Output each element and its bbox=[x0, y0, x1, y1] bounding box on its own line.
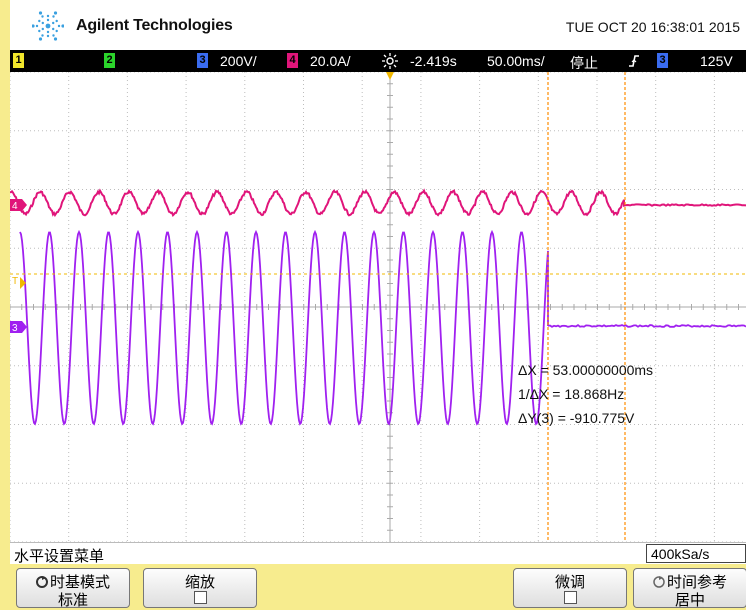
channel-4-ground-marker[interactable]: 4 bbox=[10, 199, 27, 212]
svg-text:3: 3 bbox=[12, 323, 18, 334]
timebase-mode-label: 时基模式 bbox=[49, 574, 110, 591]
menu-title: 水平设置菜单 bbox=[14, 548, 105, 565]
channel-4-scale: 20.0A/ bbox=[310, 53, 351, 69]
cursor-delta-y: ΔY(3) = -910.775V bbox=[518, 410, 635, 426]
channel-3-scale: 200V/ bbox=[220, 53, 257, 69]
timebase-mode-softkey[interactable]: 时基模式 标准 bbox=[16, 568, 130, 609]
channel-3-ground-marker[interactable]: 3 bbox=[10, 321, 27, 334]
zoom-label: 缩放 bbox=[184, 574, 215, 591]
rotate-knob-icon bbox=[653, 576, 665, 588]
cursor-inverse-delta-x: 1/ΔX = 18.868Hz bbox=[518, 386, 625, 402]
channel-3-trace bbox=[19, 229, 746, 426]
channel-4-indicator[interactable]: 4 bbox=[287, 53, 298, 68]
run-state: 停止 bbox=[570, 55, 598, 71]
cursor-lines bbox=[547, 72, 626, 542]
fine-checkbox[interactable] bbox=[564, 591, 577, 604]
waveform-canvas: 4 T 3 bbox=[10, 72, 746, 542]
horizontal-delay: -2.419s bbox=[410, 53, 457, 69]
zoom-checkbox[interactable] bbox=[194, 591, 207, 604]
cursor-delta-x: ΔX = 53.00000000ms bbox=[518, 362, 654, 378]
zoom-softkey[interactable]: 缩放 bbox=[143, 568, 257, 608]
rotate-knob-icon bbox=[35, 576, 48, 588]
channel-2-indicator[interactable]: 2 bbox=[104, 53, 115, 68]
brand-name: Agilent Technologies bbox=[76, 17, 233, 34]
waveform-display[interactable]: 4 T 3 ΔX = 53.00000000ms 1/ΔX = 18.868Hz… bbox=[10, 72, 746, 542]
datetime-display: TUE OCT 20 16:38:01 2015 bbox=[565, 19, 740, 35]
channel-4-trace bbox=[10, 188, 746, 218]
time-reference-value: 居中 bbox=[674, 592, 705, 609]
status-bar: 1 2 3 200V/ 4 20.0A/ -2.419s 50.00ms/ 停止… bbox=[10, 50, 746, 72]
trigger-level-marker[interactable]: T bbox=[12, 276, 26, 289]
graticule-grid bbox=[10, 72, 746, 542]
menu-title-bar: 水平设置菜单 400kSa/s bbox=[10, 542, 746, 565]
channel-3-indicator[interactable]: 3 bbox=[197, 53, 208, 68]
timebase-scale: 50.00ms/ bbox=[487, 53, 545, 69]
trigger-edge-icon bbox=[629, 55, 639, 67]
sample-rate: 400kSa/s bbox=[646, 544, 746, 563]
fine-softkey[interactable]: 微调 bbox=[513, 568, 627, 608]
delay-sun-icon bbox=[382, 53, 398, 69]
svg-text:T: T bbox=[12, 276, 18, 287]
header-bar: Agilent Technologies TUE OCT 20 16:38:01… bbox=[10, 0, 746, 50]
svg-text:4: 4 bbox=[12, 201, 18, 212]
agilent-spark-logo-icon bbox=[32, 11, 64, 41]
fine-label: 微调 bbox=[554, 574, 585, 591]
trigger-position-marker[interactable] bbox=[386, 72, 394, 80]
softkey-bar: 时基模式 标准 缩放 微调 时间参考 居中 bbox=[10, 564, 746, 610]
timebase-mode-value: 标准 bbox=[57, 592, 88, 609]
time-reference-label: 时间参考 bbox=[666, 574, 727, 591]
trigger-source-indicator[interactable]: 3 bbox=[657, 53, 668, 68]
channel-1-indicator[interactable]: 1 bbox=[13, 53, 24, 68]
trigger-level: 125V bbox=[700, 53, 733, 69]
time-reference-softkey[interactable]: 时间参考 居中 bbox=[633, 568, 746, 609]
